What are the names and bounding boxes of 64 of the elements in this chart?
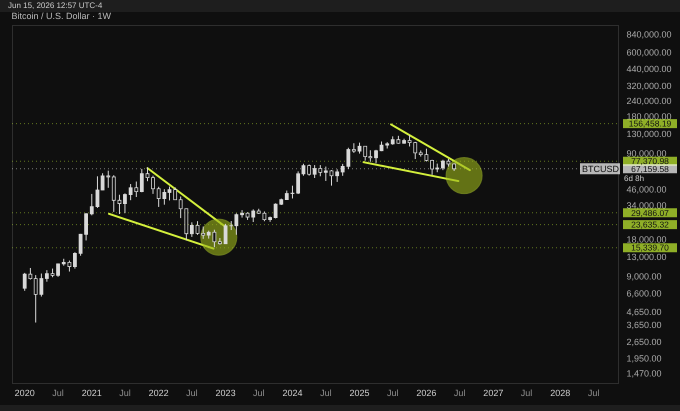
y-tick-label: 240,000.00 xyxy=(626,96,672,106)
x-tick-label: Jul xyxy=(520,388,532,398)
text: 6d 8h xyxy=(624,174,644,183)
y-tick-label: 2,650.00 xyxy=(626,337,662,348)
candlestick xyxy=(413,141,418,160)
ref-line-label: 156,458.19 xyxy=(628,118,672,129)
y-tick-label: 6,600.00 xyxy=(626,288,662,298)
x-tick-label: 2028 xyxy=(550,388,570,398)
candlestick xyxy=(22,272,27,292)
y-tick-label: 840,000.00 xyxy=(626,29,672,40)
x-tick-label: 2027 xyxy=(483,388,504,398)
candlestick xyxy=(134,181,138,198)
x-tick-label: Jul xyxy=(588,388,600,398)
x-tick-label: 2020 xyxy=(14,388,35,398)
candlestick xyxy=(251,208,256,223)
candlestick xyxy=(324,166,328,182)
ref-line-label: 15,339.70 xyxy=(631,242,670,253)
x-tick-label: 2021 xyxy=(82,388,102,398)
x-tick-label: Jul xyxy=(252,388,264,398)
x-tick-label: Jul xyxy=(320,388,332,398)
candlestick xyxy=(90,193,94,216)
candlestick xyxy=(284,190,289,200)
y-tick-label: 130,000.00 xyxy=(626,128,672,139)
x-tick-label: Jul xyxy=(386,388,398,398)
y-tick-label: 1,470.00 xyxy=(626,368,662,379)
y-tick-label: 18,000.00 xyxy=(626,234,667,245)
ref-line-label: 23,635.32 xyxy=(631,220,670,230)
candlestick xyxy=(196,220,200,236)
x-tick-label: 2026 xyxy=(416,388,436,398)
y-tick-label: 90,000.00 xyxy=(626,148,667,159)
x-tick-label: Jul xyxy=(52,388,64,398)
x-tick-label: Jul xyxy=(119,388,131,398)
chart-title: Bitcoin / U.S. Dollar · 1W xyxy=(12,11,112,21)
candlestick xyxy=(318,164,322,177)
candlestick xyxy=(112,174,116,212)
candlestick xyxy=(335,168,340,182)
candlestick xyxy=(140,168,144,193)
y-tick-label: 9,000.00 xyxy=(626,272,662,282)
candlestick xyxy=(340,163,345,176)
x-tick-label: Jul xyxy=(454,388,466,398)
candlestick xyxy=(173,186,178,200)
y-tick-label: 3,650.00 xyxy=(626,320,662,330)
candlestick xyxy=(190,222,194,238)
candlestick xyxy=(178,196,183,219)
y-tick-label: 4,650.00 xyxy=(626,306,662,317)
ref-line-label: 67,159.58 xyxy=(631,164,670,174)
annotation: BTCUSD xyxy=(582,164,620,174)
x-tick-label: 2025 xyxy=(350,388,370,398)
y-tick-label: 46,000.00 xyxy=(626,184,667,195)
x-tick-label: Jul xyxy=(186,388,198,398)
candlestick xyxy=(156,186,161,208)
x-tick-label: 2024 xyxy=(282,388,302,398)
candlestick xyxy=(330,170,334,186)
y-tick-label: 320,000.00 xyxy=(626,80,672,91)
y-tick-label: 13,000.00 xyxy=(626,252,667,262)
ref-line-label: 77,370.98 xyxy=(631,156,670,166)
x-tick-label: 2023 xyxy=(216,388,236,398)
text: Jun 15, 2026 12:57 UTC-4 xyxy=(7,0,104,12)
y-tick-label: 600,000.00 xyxy=(626,47,672,58)
y-tick-label: 440,000.00 xyxy=(626,64,672,74)
candlestick xyxy=(106,170,110,188)
y-tick-label: 1,950.00 xyxy=(626,353,662,364)
x-tick-label: 2022 xyxy=(148,388,169,398)
candlestick xyxy=(201,226,206,240)
